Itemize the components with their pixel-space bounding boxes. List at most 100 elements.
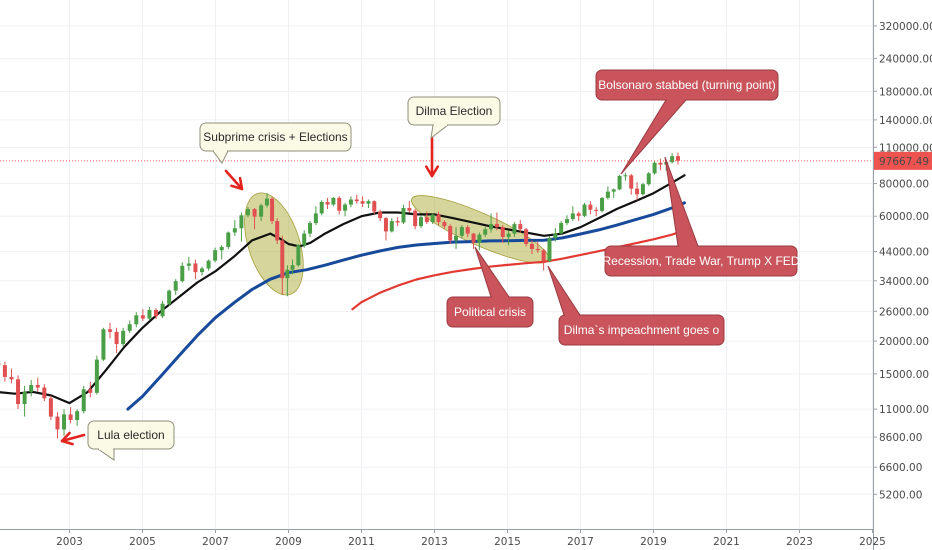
- candle: [16, 375, 21, 410]
- candle-body: [564, 219, 569, 224]
- candle-body: [430, 214, 435, 223]
- candle: [154, 308, 159, 320]
- candle-body: [436, 214, 441, 223]
- candle: [576, 211, 581, 222]
- candle-body: [2, 365, 7, 377]
- candle: [675, 152, 680, 165]
- candle-body: [213, 250, 218, 261]
- moving-averages: [0, 174, 686, 411]
- candle: [506, 230, 511, 246]
- candle: [285, 265, 290, 297]
- candle: [354, 194, 359, 204]
- candle-body: [219, 246, 224, 251]
- candle-body: [611, 189, 616, 192]
- candle-body: [372, 201, 377, 212]
- candle: [35, 377, 40, 392]
- annotation-box: [199, 122, 352, 152]
- time-tick-label: 2019: [640, 536, 667, 548]
- candle: [640, 182, 645, 196]
- price-axis[interactable]: 5200.00 6600.00 8600.00 11000.00 15000.00 200…: [873, 0, 932, 550]
- candle-body: [186, 263, 191, 266]
- candle: [88, 381, 93, 398]
- candle: [611, 188, 616, 198]
- candle-body: [570, 213, 575, 220]
- moving-average-black: [0, 174, 686, 405]
- candle: [81, 385, 86, 414]
- candle-body: [270, 198, 275, 222]
- candle-body: [529, 244, 534, 249]
- time-tick-label: 2005: [129, 536, 156, 548]
- time-axis[interactable]: 2003 2005 2007 2009 2011 2013 2015 2017 2019 2021…: [0, 529, 886, 550]
- price-tick-label: 240000.00: [879, 54, 932, 66]
- annotation-box: [604, 245, 798, 277]
- candle: [29, 380, 34, 397]
- candle-body: [245, 209, 250, 216]
- candle: [219, 245, 224, 260]
- candle: [173, 279, 178, 296]
- candle-body: [302, 233, 307, 246]
- candle: [101, 327, 106, 361]
- price-tick-label: 8600.00: [879, 432, 922, 444]
- candle-body: [325, 202, 330, 205]
- annotation-box: [595, 69, 779, 101]
- candle: [134, 312, 139, 328]
- candle: [465, 225, 470, 237]
- candle-body: [180, 265, 185, 282]
- candle: [206, 259, 211, 271]
- candle-body: [395, 221, 400, 223]
- candle-body: [588, 204, 593, 210]
- candle: [360, 196, 365, 208]
- time-tick-label: 2025: [859, 536, 886, 548]
- candle: [252, 208, 257, 230]
- candle: [582, 202, 587, 218]
- highlight-ellipse-1: [244, 192, 304, 296]
- candle: [559, 221, 564, 235]
- candle: [308, 221, 313, 237]
- candle-body: [418, 217, 423, 227]
- candle: [529, 240, 534, 255]
- candle-body: [232, 228, 237, 233]
- candle-body: [121, 330, 126, 345]
- candle: [48, 395, 53, 420]
- annotation-text: Political crisis: [454, 305, 526, 319]
- annotation-text: Subprime crisis + Elections: [203, 130, 347, 144]
- candle-body: [448, 226, 453, 241]
- time-tick-label: 2009: [275, 536, 302, 548]
- last-price-label: 97667.49: [879, 156, 929, 168]
- candle-body: [442, 222, 447, 227]
- candle: [193, 259, 198, 280]
- candle-body: [134, 315, 139, 325]
- candle-body: [173, 281, 178, 291]
- price-tick-label: 20000.00: [879, 336, 929, 348]
- candle: [114, 327, 119, 354]
- candle-body: [553, 233, 558, 239]
- candle-body: [42, 387, 47, 399]
- candle: [617, 174, 622, 191]
- candle-body: [658, 162, 663, 165]
- candle-body: [559, 223, 564, 234]
- candle: [477, 232, 482, 251]
- candle-body: [81, 389, 86, 412]
- candle-body: [535, 248, 540, 251]
- candle: [564, 215, 569, 226]
- candle: [22, 385, 27, 417]
- time-axis-background: [0, 529, 873, 550]
- arrow-head: [60, 431, 74, 446]
- candle: [313, 206, 318, 226]
- candle-body: [500, 227, 505, 237]
- last-price-label-group: 97667.49: [874, 151, 932, 170]
- annotation-box: [87, 420, 175, 450]
- arrow-shaft: [60, 433, 86, 443]
- candle-body: [465, 227, 470, 234]
- candle: [108, 322, 113, 339]
- candle-body: [401, 208, 406, 223]
- candle: [9, 368, 14, 384]
- candle-body: [114, 331, 119, 345]
- candle-body: [280, 240, 285, 279]
- annotation-political-crisis: Political crisis: [446, 246, 534, 328]
- candle: [213, 247, 218, 263]
- candle: [524, 228, 529, 247]
- candle-body: [354, 199, 359, 202]
- price-tick-label: 320000.00: [879, 21, 932, 33]
- candle: [331, 197, 336, 207]
